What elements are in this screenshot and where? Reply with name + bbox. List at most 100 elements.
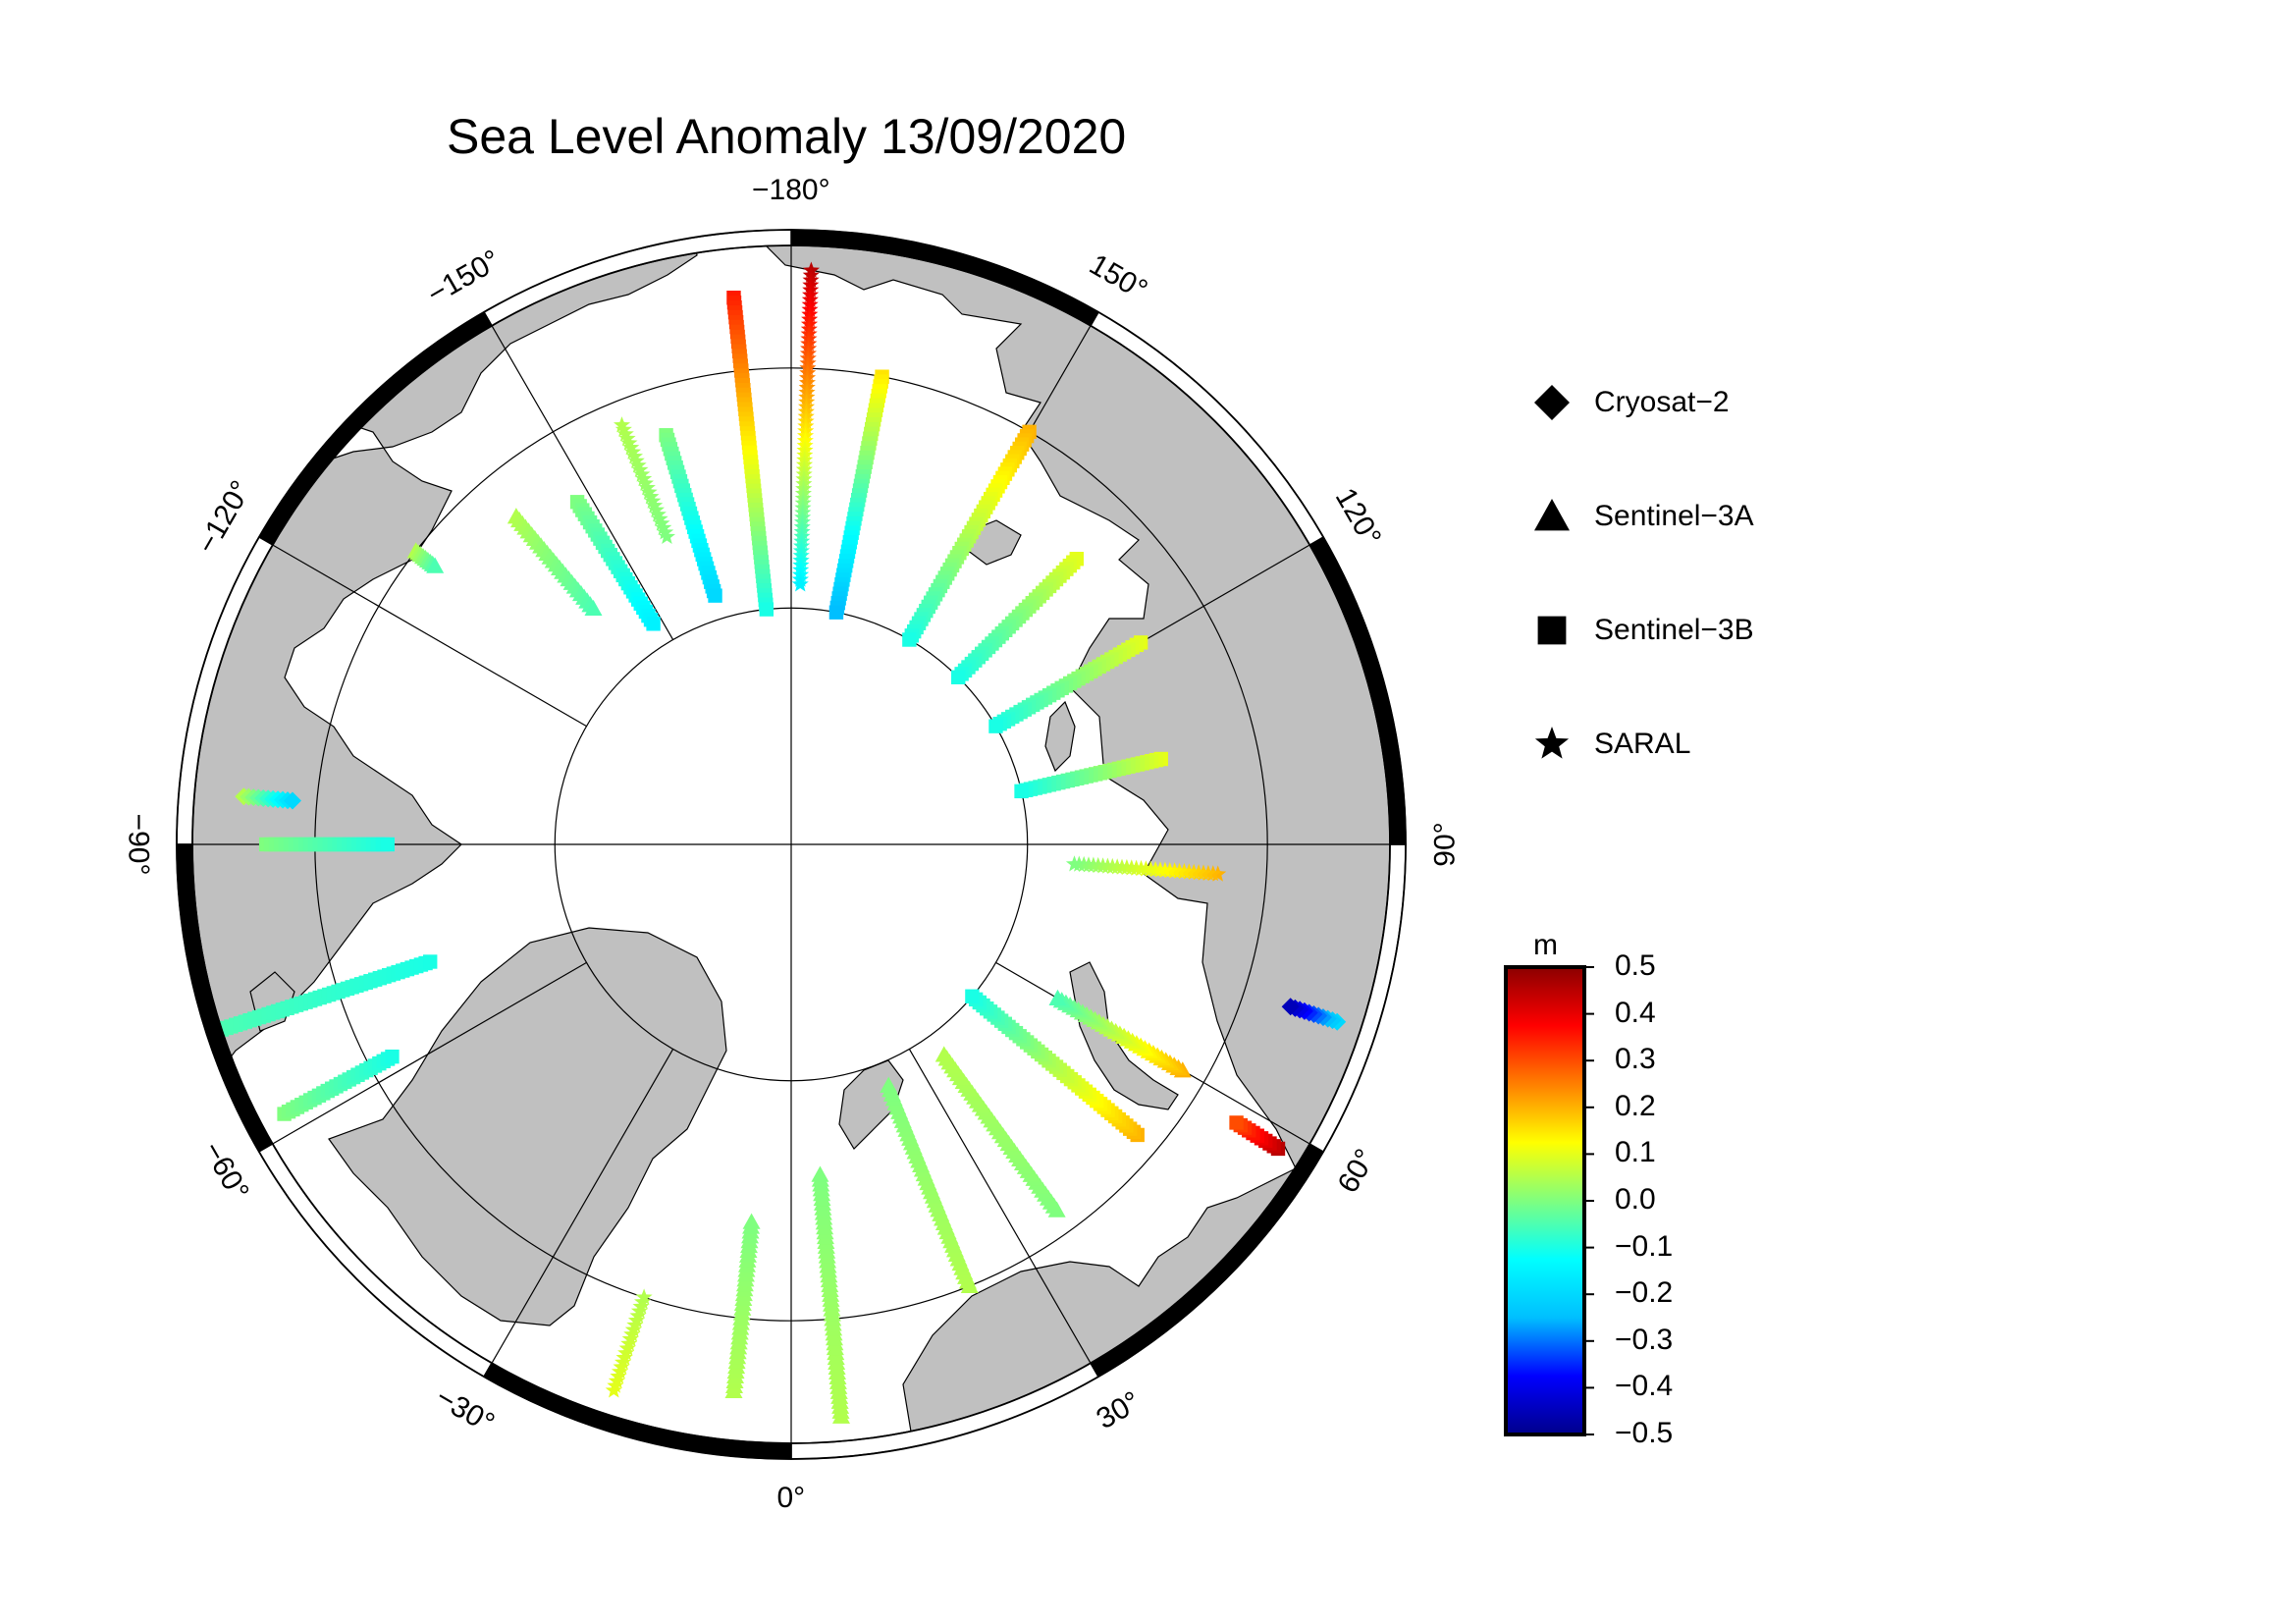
track-point — [627, 452, 645, 468]
legend-label: SARAL — [1594, 728, 1691, 760]
legend-item-square: Sentinel−3B — [1531, 606, 1754, 655]
colorbar-tick-label: −0.5 — [1615, 1417, 1674, 1449]
legend-symbol-diamond — [1534, 385, 1570, 420]
track-point — [653, 514, 670, 531]
star-icon — [1531, 724, 1573, 765]
colorbar-tick-label: 0.3 — [1615, 1043, 1656, 1076]
satellite-tracks — [214, 261, 1347, 1424]
legend-label: Sentinel−3A — [1594, 500, 1754, 532]
track-15 — [880, 1076, 979, 1294]
map-frame — [176, 229, 1407, 1460]
track-point — [635, 469, 653, 487]
track-point — [614, 416, 631, 433]
track-25 — [1229, 1115, 1286, 1157]
track-point — [635, 1288, 653, 1305]
meridian--150 — [491, 325, 674, 640]
track-point — [646, 617, 661, 631]
track-point — [426, 557, 445, 573]
colorbar-tick-label: −0.3 — [1615, 1323, 1674, 1356]
track-13 — [965, 989, 1145, 1143]
track-1 — [726, 291, 774, 617]
track-23 — [406, 542, 445, 573]
track-point — [646, 497, 664, 514]
legend-label: Cryosat−2 — [1594, 386, 1730, 418]
legend-symbol-star — [1534, 727, 1570, 759]
track-point — [934, 1046, 953, 1062]
track-point — [380, 837, 395, 852]
track-11 — [1065, 855, 1227, 882]
colorbar-tick-label: −0.4 — [1615, 1370, 1674, 1403]
track-point — [1229, 1115, 1244, 1130]
track-14 — [934, 1046, 1066, 1217]
colorbar-tick-label: 0.4 — [1615, 996, 1656, 1029]
track-point — [283, 791, 301, 810]
longitude-label: 90° — [1428, 822, 1462, 867]
longitude-label: −180° — [752, 174, 830, 206]
colorbar-tick-label: 0.1 — [1615, 1136, 1656, 1169]
track-point — [759, 602, 774, 617]
legend-item-diamond: Cryosat−2 — [1531, 378, 1730, 427]
track-point — [1281, 998, 1300, 1016]
track-point — [423, 954, 438, 969]
track-point — [629, 457, 647, 473]
track-9 — [988, 635, 1148, 733]
track-point — [644, 492, 662, 509]
track-point — [1048, 989, 1067, 1005]
track-7 — [507, 508, 603, 617]
chart-title: Sea Level Anomaly 13/09/2020 — [447, 109, 1127, 164]
colorbar-tick-label: 0.5 — [1615, 949, 1656, 982]
track-point — [1014, 784, 1029, 799]
track-point — [385, 1049, 400, 1064]
track-point — [651, 510, 668, 526]
track-point — [649, 506, 667, 522]
track-8 — [951, 552, 1084, 684]
track-point — [636, 474, 654, 491]
track-point — [622, 438, 640, 456]
track-5 — [614, 416, 675, 544]
track-point — [828, 605, 844, 620]
track-point — [1065, 855, 1084, 872]
track-17 — [724, 1213, 761, 1398]
track-point — [708, 588, 722, 603]
track-point — [742, 1213, 761, 1229]
land-greenland — [328, 927, 727, 1326]
track-point — [631, 460, 649, 477]
colorbar-ramp — [1504, 965, 1586, 1436]
track-point — [951, 670, 966, 684]
diamond-icon — [1531, 382, 1573, 423]
longitude-label: 0° — [776, 1482, 806, 1514]
track-point — [811, 1165, 829, 1182]
colorbar-tick-label: −0.2 — [1615, 1276, 1674, 1310]
track-18 — [605, 1288, 653, 1398]
track-16 — [811, 1165, 850, 1424]
colorbar-tick-label: −0.1 — [1615, 1229, 1674, 1263]
track-21 — [258, 837, 395, 852]
track-point — [988, 719, 1003, 733]
track-19 — [277, 1049, 400, 1121]
track-10 — [1014, 751, 1168, 799]
meridian--30 — [491, 1049, 674, 1364]
track-2 — [828, 369, 889, 620]
track-point — [647, 501, 665, 517]
track-point — [791, 575, 809, 592]
frame-outer-edge — [176, 229, 1407, 1460]
meridian-30 — [908, 1049, 1092, 1364]
track-point — [655, 518, 672, 535]
legend-symbol-square — [1537, 616, 1567, 645]
land-novaya-zemlya — [1069, 961, 1179, 1110]
track-point — [633, 465, 651, 482]
colorbar-unit: m — [1533, 929, 1558, 961]
legend-symbol-triangle — [1534, 499, 1570, 531]
track-point — [616, 425, 634, 442]
colorbar — [1504, 965, 1594, 1436]
track-point — [620, 434, 638, 451]
legend-label: Sentinel−3B — [1594, 614, 1754, 646]
track-point — [638, 478, 656, 496]
meridian--60 — [272, 961, 587, 1145]
track-point — [618, 429, 636, 447]
land-severnaya-zemlya — [1044, 700, 1076, 773]
track-point — [880, 1076, 898, 1093]
track-4 — [659, 428, 722, 603]
